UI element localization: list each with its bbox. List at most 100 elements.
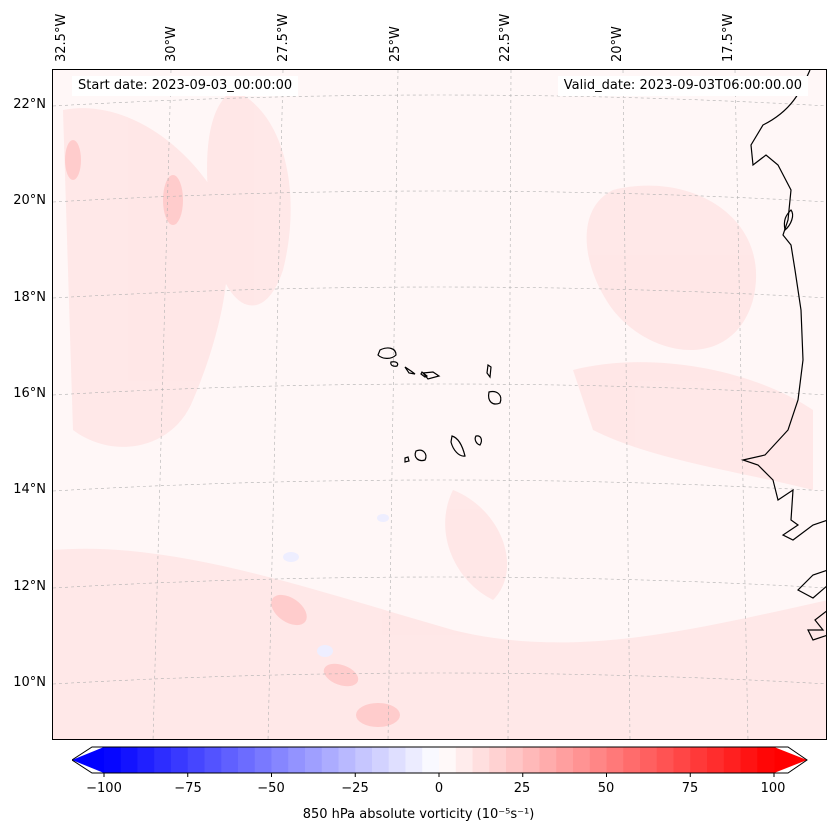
lon-label-27-5w: 27.5°W bbox=[276, 13, 291, 62]
vorticity-shade bbox=[207, 90, 291, 306]
vorticity-max bbox=[271, 594, 307, 626]
parallel bbox=[53, 190, 826, 203]
colorbar bbox=[72, 746, 808, 777]
africa-coastline bbox=[783, 209, 794, 232]
colorbar-tick: 25 bbox=[513, 781, 531, 796]
lon-label-20w: 20°W bbox=[610, 26, 625, 62]
meridian bbox=[507, 70, 512, 739]
vorticity-max bbox=[163, 175, 183, 225]
colorbar-label: 850 hPa absolute vorticity (10⁻⁵s⁻¹) bbox=[302, 807, 535, 822]
colorbar-tick: −75 bbox=[174, 781, 202, 796]
colorbar-bin bbox=[723, 747, 741, 773]
lat-label-18n: 18°N bbox=[13, 290, 46, 305]
island-santo-antao bbox=[377, 347, 397, 359]
parallel bbox=[53, 383, 826, 396]
colorbar-bin bbox=[254, 747, 272, 773]
island-brava bbox=[404, 456, 410, 463]
vorticity-max bbox=[65, 140, 81, 180]
colorbar-bin bbox=[489, 747, 507, 773]
colorbar-bin bbox=[154, 747, 172, 773]
parallel bbox=[53, 672, 826, 685]
colorbar-extend-low bbox=[72, 747, 104, 773]
colorbar-bin bbox=[271, 747, 289, 773]
colorbar-bin bbox=[120, 747, 138, 773]
colorbar-bin bbox=[238, 747, 256, 773]
colorbar-tick: 100 bbox=[760, 781, 786, 796]
gridlines bbox=[53, 70, 826, 739]
parallel bbox=[53, 286, 826, 299]
colorbar-bin bbox=[355, 747, 373, 773]
colorbar-bin bbox=[556, 747, 574, 773]
lat-label-20n: 20°N bbox=[13, 193, 46, 208]
colorbar-bin bbox=[757, 747, 775, 773]
colorbar-bin bbox=[321, 747, 339, 773]
meridian bbox=[734, 70, 749, 739]
colorbar-tick: −25 bbox=[341, 781, 369, 796]
lon-label-22-5w: 22.5°W bbox=[498, 13, 513, 62]
island-sao-nicolau-east bbox=[421, 371, 441, 380]
colorbar-bin bbox=[522, 747, 540, 773]
lat-label-16n: 16°N bbox=[13, 386, 46, 401]
colorbar-bin bbox=[455, 747, 473, 773]
vorticity-max bbox=[323, 663, 359, 687]
colorbar-bin bbox=[405, 747, 423, 773]
africa-coastline bbox=[797, 570, 826, 599]
colorbar-tick: 75 bbox=[681, 781, 699, 796]
colorbar-bin bbox=[690, 747, 708, 773]
start-date-label: Start date: 2023-09-03_00:00:00 bbox=[72, 76, 299, 96]
colorbar-bin bbox=[707, 747, 725, 773]
colorbar-bin bbox=[221, 747, 239, 773]
colorbar-bin bbox=[388, 747, 406, 773]
meridian bbox=[622, 70, 631, 739]
island-maio bbox=[474, 435, 482, 446]
vorticity-shade bbox=[586, 185, 757, 350]
colorbar-extend-high bbox=[774, 747, 807, 773]
africa-coastline bbox=[807, 610, 826, 641]
island-santa-luzia bbox=[420, 371, 429, 378]
island-santiago bbox=[450, 435, 466, 457]
colorbar-bin bbox=[673, 747, 691, 773]
lon-label-25w: 25°W bbox=[388, 26, 403, 62]
colorbar-bin bbox=[656, 747, 674, 773]
colorbar-bin bbox=[589, 747, 607, 773]
coastline bbox=[740, 70, 826, 641]
colorbar-bin bbox=[305, 747, 323, 773]
colorbar-bin bbox=[137, 747, 155, 773]
colorbar-outline bbox=[72, 746, 808, 774]
lon-label-30w: 30°W bbox=[164, 26, 179, 62]
vorticity-shade bbox=[445, 490, 508, 600]
colorbar-tick: 0 bbox=[434, 781, 444, 796]
colorbar-bin bbox=[640, 747, 658, 773]
vorticity-min bbox=[283, 552, 299, 562]
lat-label-14n: 14°N bbox=[13, 482, 46, 497]
vorticity-shade bbox=[63, 108, 228, 447]
colorbar-bin bbox=[740, 747, 758, 773]
colorbar-bin bbox=[171, 747, 189, 773]
island-sao-nicolau bbox=[404, 366, 416, 375]
meridian bbox=[152, 70, 172, 739]
vorticity-shade bbox=[573, 362, 813, 490]
colorbar-bin bbox=[623, 747, 641, 773]
colorbar-bin bbox=[606, 747, 624, 773]
island-fogo bbox=[414, 449, 427, 462]
colorbar-bin bbox=[338, 747, 356, 773]
colorbar-bin bbox=[104, 747, 122, 773]
lon-label-17-5w: 17.5°W bbox=[721, 13, 736, 62]
colorbar-bin bbox=[439, 747, 457, 773]
vorticity-shade bbox=[53, 548, 826, 739]
island-sal bbox=[486, 363, 492, 379]
lat-label-12n: 12°N bbox=[13, 579, 46, 594]
colorbar-bin bbox=[472, 747, 490, 773]
lat-label-10n: 10°N bbox=[13, 675, 46, 690]
colorbar-tick: 50 bbox=[597, 781, 615, 796]
colorbar-bins bbox=[72, 747, 807, 773]
parallel bbox=[53, 479, 826, 492]
colorbar-tick: −100 bbox=[86, 781, 122, 796]
valid-date-label: Valid_date: 2023-09-03T06:00:00.00 bbox=[557, 76, 808, 96]
lon-label-32-5w: 32.5°W bbox=[54, 13, 69, 62]
island-boa-vista bbox=[488, 390, 502, 405]
map-panel bbox=[52, 69, 827, 740]
island-sao-vicente bbox=[390, 361, 399, 367]
colorbar-bin bbox=[573, 747, 591, 773]
colorbar-bin bbox=[187, 747, 205, 773]
